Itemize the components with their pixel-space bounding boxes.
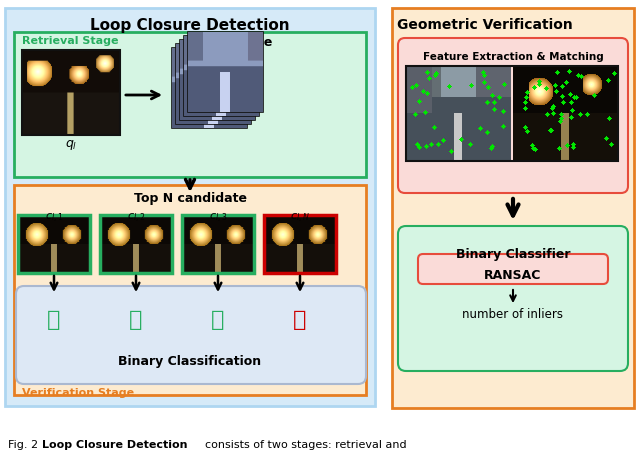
Bar <box>14 32 366 177</box>
FancyBboxPatch shape <box>16 286 366 384</box>
Bar <box>184 36 259 116</box>
Bar <box>264 215 336 273</box>
Text: $c_{l,2}$: $c_{l,2}$ <box>127 212 145 225</box>
Bar <box>182 215 254 273</box>
Bar <box>406 66 618 161</box>
Bar <box>5 8 375 406</box>
Bar <box>176 44 251 124</box>
Text: Loop Closure Detection: Loop Closure Detection <box>42 440 188 450</box>
Text: $c_{l,1}$: $c_{l,1}$ <box>45 212 63 225</box>
Text: 👍: 👍 <box>211 310 225 330</box>
Text: 👎: 👎 <box>293 310 307 330</box>
Text: consists of two stages: retrieval and: consists of two stages: retrieval and <box>198 440 406 450</box>
Text: $q_l$: $q_l$ <box>65 138 77 152</box>
Text: Verification Stage: Verification Stage <box>22 388 134 398</box>
Text: Database: Database <box>207 36 273 49</box>
Text: Feature Extraction & Matching: Feature Extraction & Matching <box>422 52 604 62</box>
Text: Loop Closure Detection: Loop Closure Detection <box>90 18 290 33</box>
Bar <box>100 215 172 273</box>
Bar <box>392 8 634 408</box>
Text: Binary Classification: Binary Classification <box>118 355 262 368</box>
FancyBboxPatch shape <box>398 226 628 371</box>
Bar <box>180 40 255 120</box>
FancyBboxPatch shape <box>418 254 608 284</box>
FancyBboxPatch shape <box>398 38 628 193</box>
Text: Geometric Verification: Geometric Verification <box>397 18 573 32</box>
Text: number of inliers: number of inliers <box>463 308 563 321</box>
Text: 👍: 👍 <box>129 310 143 330</box>
Text: Binary Classifier: Binary Classifier <box>456 248 570 261</box>
Text: Retrieval Stage: Retrieval Stage <box>22 36 118 46</box>
Text: Top N candidate: Top N candidate <box>134 192 246 205</box>
Text: $c_{l,N}$: $c_{l,N}$ <box>290 212 310 225</box>
Bar <box>188 32 263 112</box>
Text: 👍: 👍 <box>47 310 61 330</box>
Bar <box>172 48 247 128</box>
Bar <box>14 185 366 395</box>
Bar <box>22 50 120 135</box>
Text: $c_{l,3}$: $c_{l,3}$ <box>209 212 227 225</box>
Text: Fig. 2: Fig. 2 <box>8 440 38 450</box>
Bar <box>18 215 90 273</box>
Text: RANSAC: RANSAC <box>484 269 541 282</box>
